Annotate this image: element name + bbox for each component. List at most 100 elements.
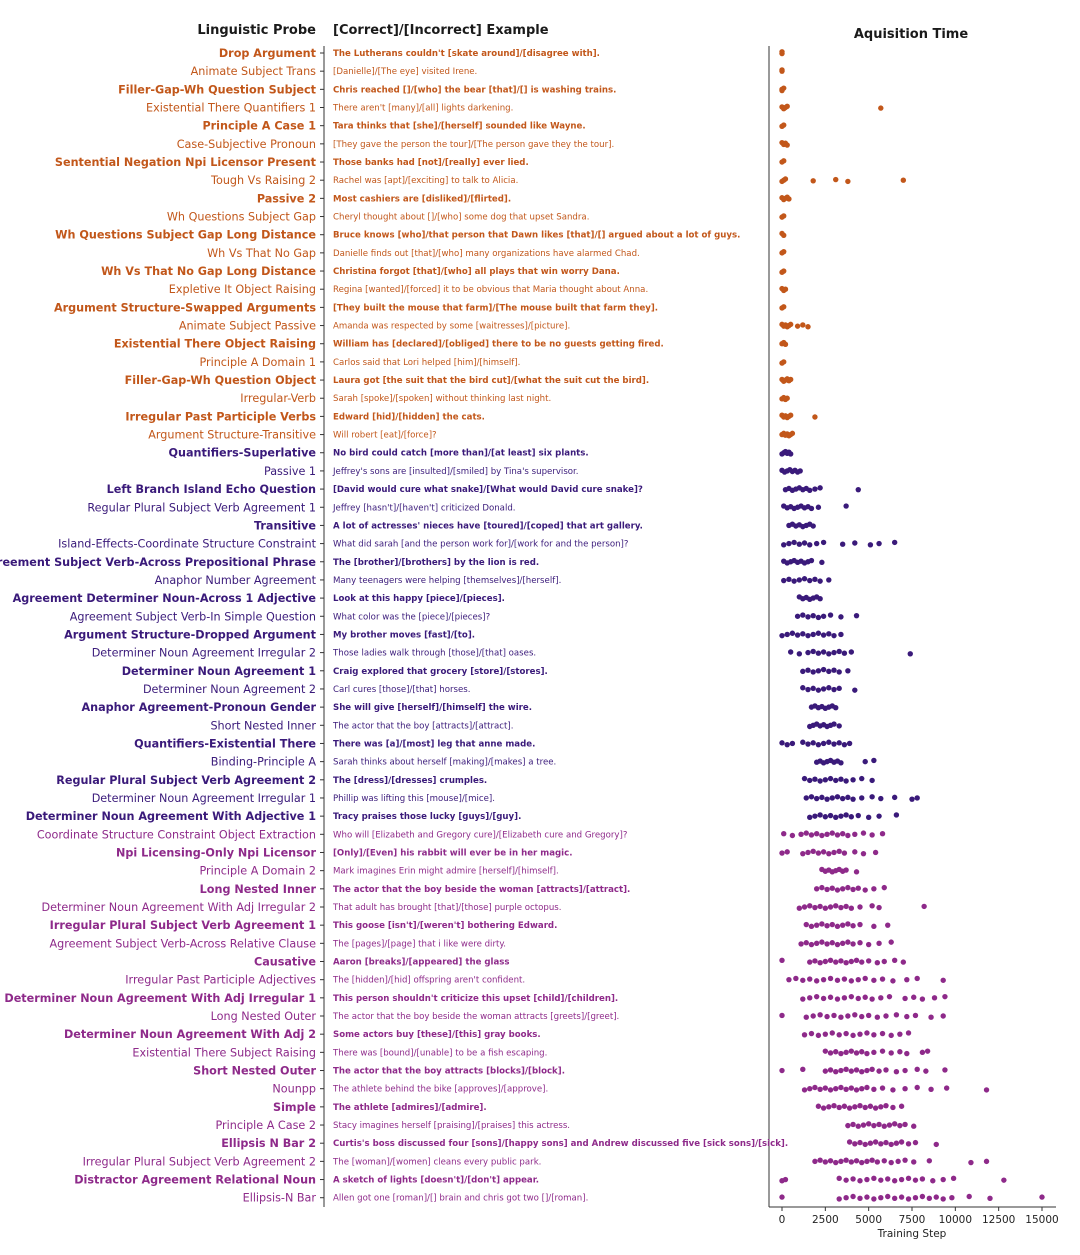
acquisition-point [871, 1175, 877, 1182]
acquisition-point [857, 921, 863, 928]
acquisition-point [867, 542, 874, 548]
acquisition-point [883, 1102, 889, 1109]
acquisition-point [800, 631, 806, 637]
acquisition-point [845, 832, 851, 839]
acquisition-point [879, 1085, 886, 1091]
acquisition-point [841, 976, 848, 982]
acquisition-point [845, 1013, 851, 1019]
acquisition-point [848, 905, 855, 911]
acquisition-point [843, 1177, 849, 1183]
acquisition-point [824, 886, 830, 893]
acquisition-point [838, 1084, 844, 1091]
example-sentence: Cheryl thought about []/[who] some dog t… [333, 213, 589, 223]
acquisition-point [850, 1193, 856, 1200]
acquisition-point [890, 1087, 896, 1093]
acquisition-point [784, 849, 790, 855]
acquisition-point [820, 649, 827, 655]
acquisition-point [810, 740, 816, 746]
acquisition-point [878, 105, 884, 111]
probe-label: Determiner Noun Agreement With Adj Irreg… [42, 901, 317, 914]
acquisition-point [919, 1176, 926, 1182]
acquisition-point [872, 1105, 879, 1111]
acquisition-point [872, 849, 879, 856]
acquisition-point [831, 849, 837, 856]
probe-label: Principle A Domain 1 [199, 356, 316, 369]
acquisition-point [852, 1104, 858, 1110]
acquisition-point [907, 651, 913, 657]
acquisition-point [848, 649, 855, 655]
acquisition-point [829, 921, 835, 928]
acquisition-point [897, 1049, 903, 1055]
acquisition-point [834, 923, 841, 930]
probe-label: Irregular Past Participle Verbs [125, 410, 316, 423]
acquisition-point [779, 957, 785, 963]
acquisition-point [923, 1068, 929, 1074]
acquisition-point [843, 960, 849, 966]
acquisition-point [843, 1086, 849, 1092]
acquisition-point [890, 978, 896, 984]
acquisition-point [815, 630, 822, 636]
acquisition-point [782, 286, 789, 292]
acquisition-point [807, 959, 813, 965]
acquisition-point [855, 486, 861, 493]
acquisition-point [787, 451, 794, 457]
acquisition-point [810, 523, 816, 529]
acquisition-point [833, 1085, 839, 1092]
acquisition-point [860, 830, 867, 836]
probe-label: Existential There Quantifiers 1 [146, 102, 316, 115]
acquisition-point [898, 1194, 905, 1200]
acquisition-point [781, 268, 787, 274]
acquisition-point [812, 576, 818, 583]
example-sentence: Jeffrey [hasn't]/[haven't] criticized Do… [332, 503, 516, 513]
acquisition-point [831, 1012, 837, 1019]
acquisition-point [885, 1193, 891, 1200]
acquisition-point [839, 541, 846, 547]
acquisition-point [843, 1195, 849, 1201]
acquisition-point [904, 976, 910, 983]
probe-label: Principle A Domain 2 [199, 865, 316, 878]
acquisition-point [860, 850, 867, 857]
acquisition-point [838, 1158, 844, 1165]
acquisition-point [810, 612, 816, 619]
acquisition-point [810, 685, 816, 692]
example-sentence: Will robert [eat]/[force]? [333, 431, 437, 441]
probe-label: Determiner Noun Agreement Irregular 1 [92, 792, 316, 805]
acquisition-point [850, 923, 856, 929]
acquisition-point [862, 887, 868, 893]
acquisition-point [857, 1139, 863, 1146]
acquisition-point [833, 814, 839, 821]
acquisition-point [905, 1175, 912, 1182]
acquisition-point [805, 667, 811, 673]
acquisition-point [950, 1175, 957, 1182]
probe-label: Irregular Plural Subject Verb Agreement … [83, 1155, 316, 1168]
acquisition-point [838, 760, 844, 766]
acquisition-point [841, 995, 848, 1001]
acquisition-point [904, 1013, 910, 1020]
acquisition-point [782, 341, 789, 348]
acquisition-point [786, 540, 792, 547]
acquisition-point [857, 904, 863, 910]
x-tick-label: 7500 [899, 1214, 926, 1226]
acquisition-point [834, 794, 841, 800]
acquisition-point [831, 741, 837, 747]
example-sentence: Tara thinks that [she]/[herself] sounded… [333, 122, 586, 132]
acquisition-point [836, 848, 842, 854]
probe-label: Binding-Principle A [211, 756, 317, 769]
example-sentence: Phillip was lifting this [mouse]/[mice]. [333, 794, 495, 804]
acquisition-point [838, 614, 844, 620]
acquisition-point [831, 649, 837, 656]
acquisition-point [800, 322, 806, 328]
probe-label: Transitive [254, 519, 316, 532]
acquisition-point [812, 904, 818, 911]
acquisition-point [871, 1086, 877, 1092]
acquisition-point [869, 996, 875, 1002]
example-sentence: William has [declared]/[obliged] there t… [333, 340, 664, 350]
acquisition-point [853, 1158, 860, 1164]
probe-label: Regular Plural Subject Verb Agreement 2 [56, 774, 316, 787]
example-sentence: There was [bound]/[unable] to be a fish … [332, 1048, 547, 1058]
acquisition-point [817, 596, 823, 602]
example-sentence: Most cashiers are [disliked]/[flirted]. [333, 194, 511, 204]
acquisition-point [859, 775, 865, 782]
acquisition-point [876, 1121, 882, 1128]
